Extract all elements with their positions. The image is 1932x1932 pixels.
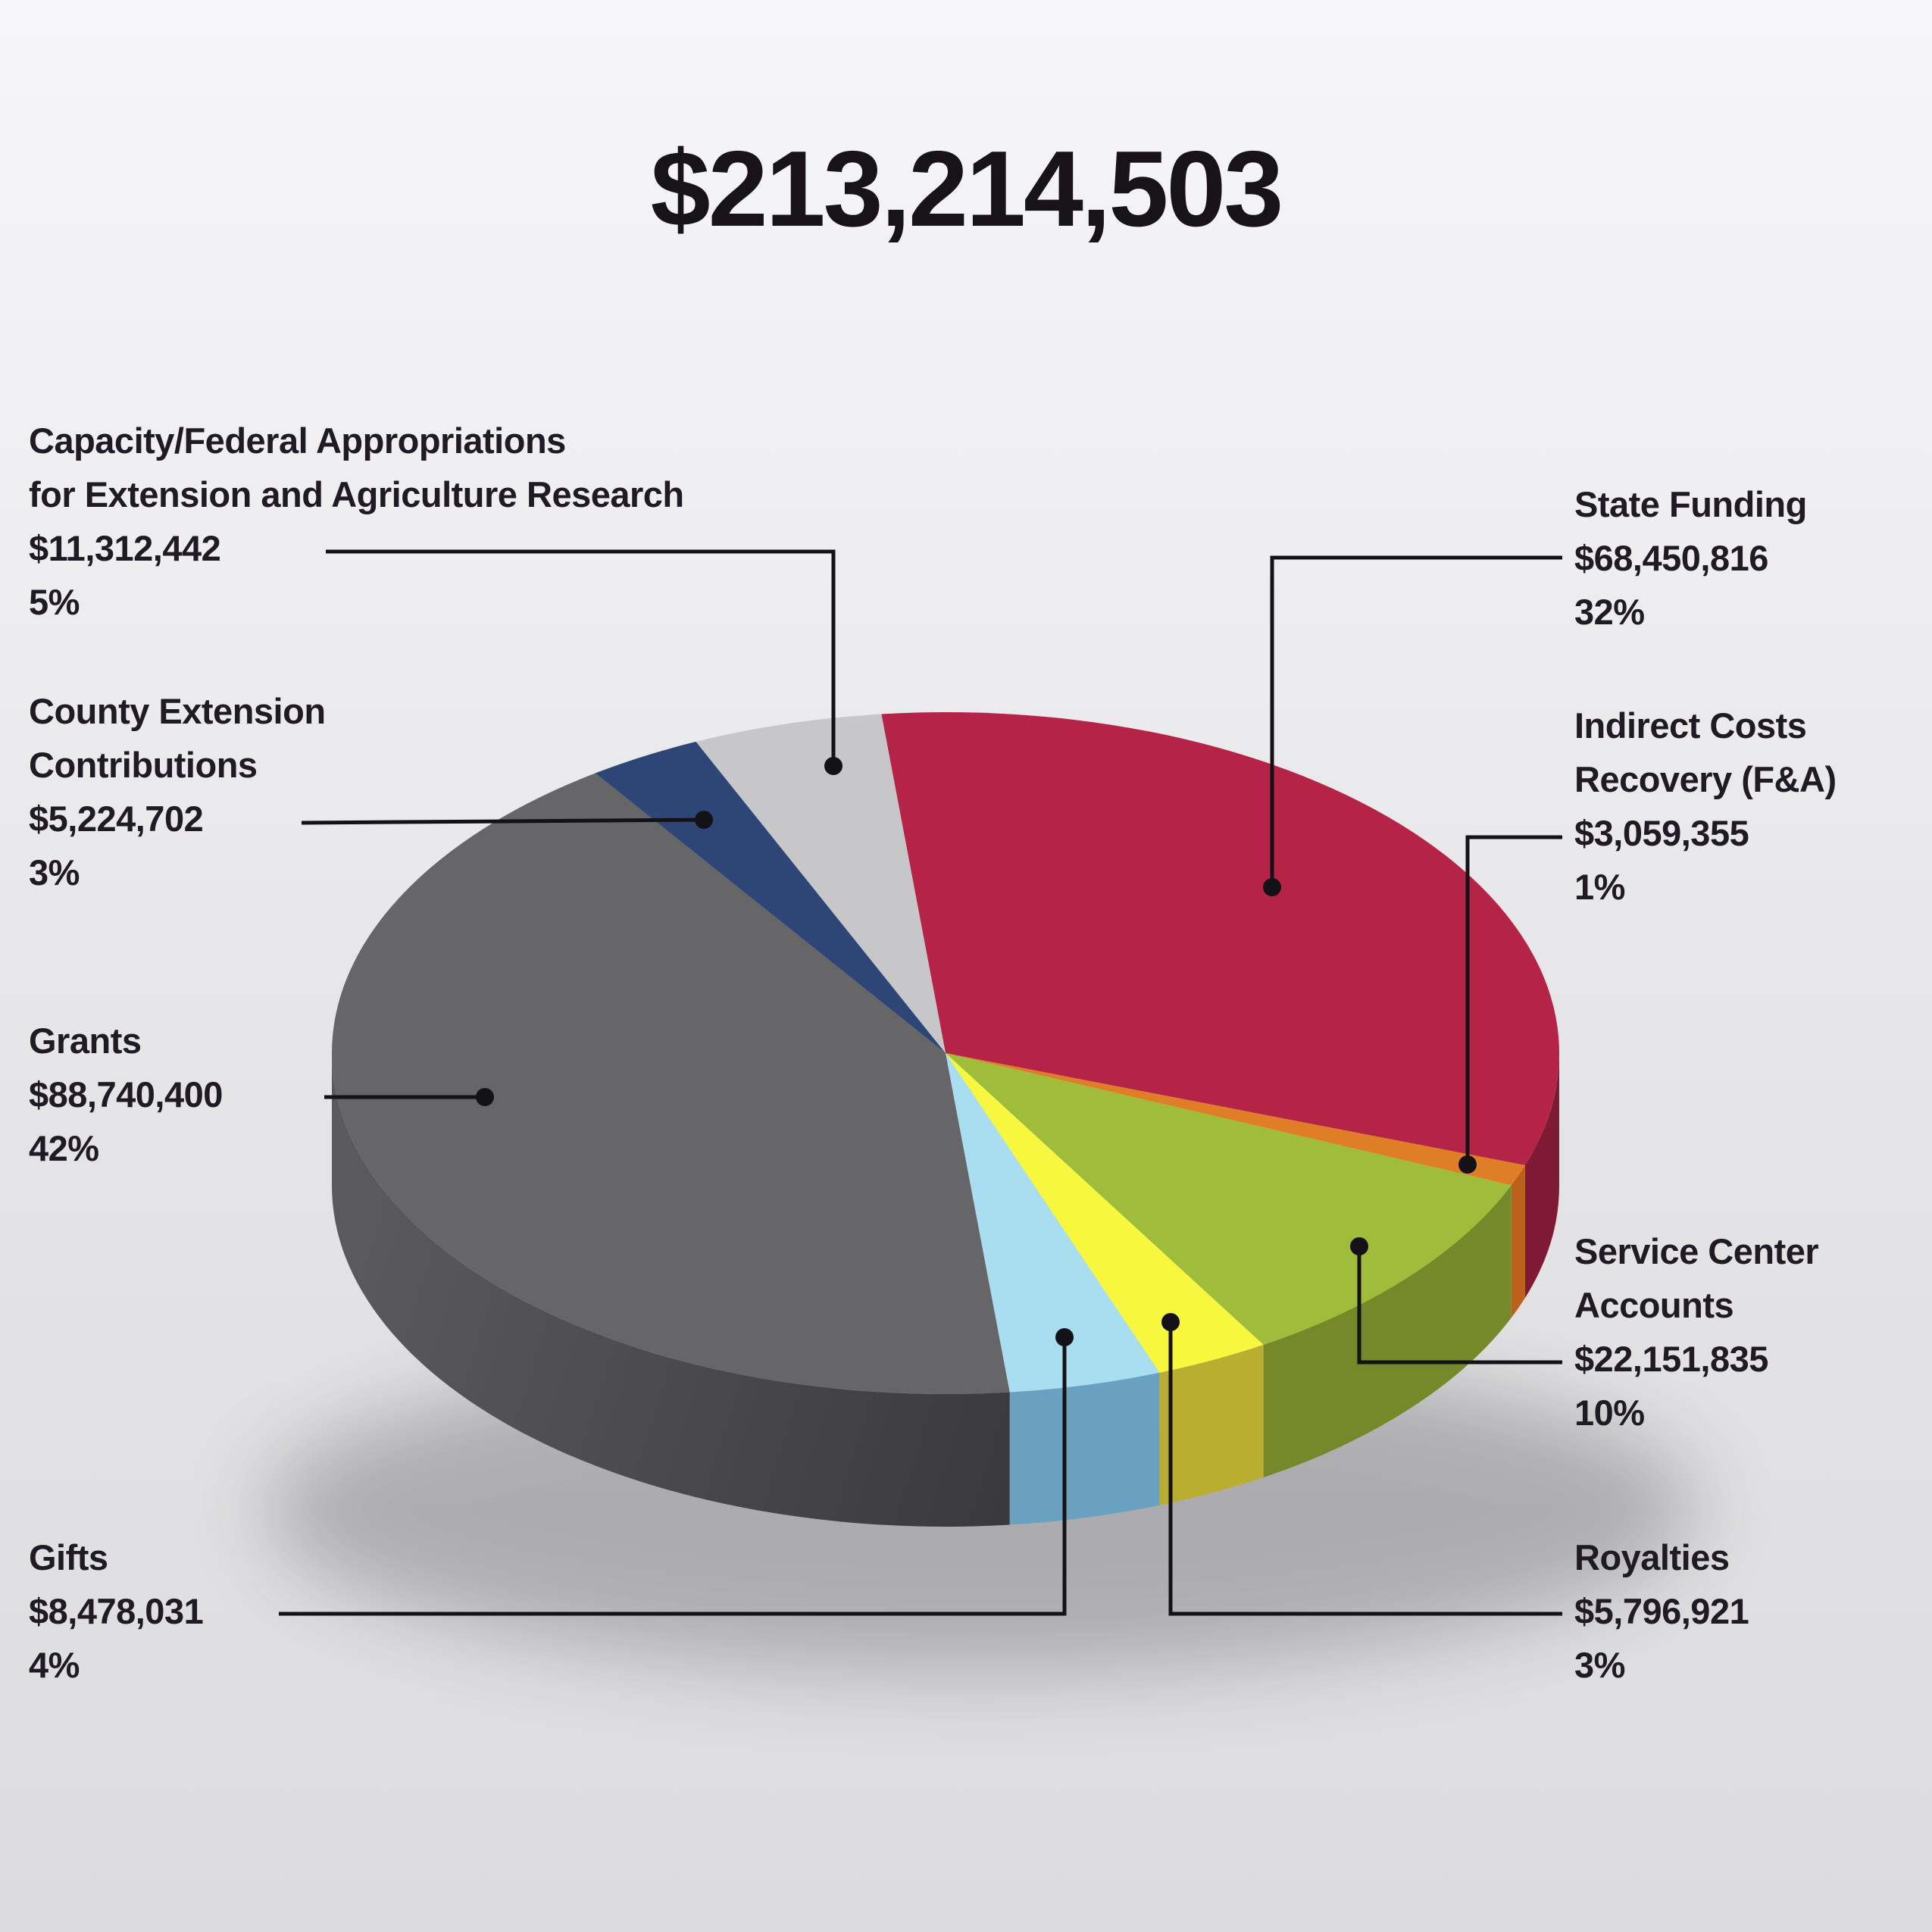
label-royalties-amount: $5,796,921 bbox=[1574, 1591, 1749, 1631]
slice-side-indirect-costs bbox=[1511, 1165, 1525, 1318]
leader-line-county-extension bbox=[301, 818, 705, 825]
label-county-extension: County Extension Contributions $5,224,702 3… bbox=[29, 684, 326, 899]
label-indirect-costs-amount: $3,059,355 bbox=[1574, 813, 1749, 853]
slice-side-royalties bbox=[1159, 1344, 1264, 1505]
label-state-funding-amount: $68,450,816 bbox=[1574, 538, 1768, 578]
leader-dot-royalties bbox=[1161, 1313, 1180, 1331]
label-capacity-federal-name: Capacity/Federal Appropriations bbox=[29, 420, 566, 461]
leader-dot-indirect-costs bbox=[1458, 1155, 1477, 1174]
slice-top-royalties bbox=[946, 1053, 1264, 1373]
label-royalties-percent: 3% bbox=[1574, 1645, 1625, 1685]
label-indirect-costs: Indirect Costs Recovery (F&A) $3,059,355 1% bbox=[1574, 699, 1837, 914]
leader-dot-capacity-federal bbox=[824, 757, 843, 775]
slice-top-service-center bbox=[946, 1053, 1512, 1345]
leader-line-royalties bbox=[1168, 1322, 1562, 1616]
label-capacity-federal-name: for Extension and Agriculture Research bbox=[29, 474, 684, 514]
slice-top-state-funding bbox=[881, 712, 1559, 1165]
slice-top-indirect-costs bbox=[946, 1053, 1525, 1186]
label-grants-amount: $88,740,400 bbox=[29, 1074, 223, 1114]
label-indirect-costs-name: Recovery (F&A) bbox=[1574, 759, 1837, 799]
slice-side-state-funding bbox=[1524, 1053, 1559, 1298]
label-grants-name: Grants bbox=[29, 1021, 142, 1061]
label-royalties-name: Royalties bbox=[1574, 1537, 1730, 1577]
label-indirect-costs-name: Indirect Costs bbox=[1574, 705, 1807, 746]
label-state-funding-name: State Funding bbox=[1574, 484, 1807, 524]
label-county-extension-name: Contributions bbox=[29, 745, 258, 785]
leader-line-capacity-federal bbox=[326, 549, 836, 766]
slice-side-service-center bbox=[1263, 1185, 1512, 1477]
label-state-funding: State Funding $68,450,816 32% bbox=[1574, 477, 1807, 639]
label-capacity-federal-amount: $11,312,442 bbox=[29, 528, 221, 568]
leader-dot-state-funding bbox=[1263, 878, 1281, 896]
label-grants-percent: 42% bbox=[29, 1128, 99, 1168]
label-county-extension-percent: 3% bbox=[29, 852, 80, 893]
label-gifts-name: Gifts bbox=[29, 1537, 108, 1577]
chart-total-title: $213,214,503 bbox=[650, 129, 1284, 249]
label-service-center-name: Accounts bbox=[1574, 1285, 1734, 1325]
label-service-center-percent: 10% bbox=[1574, 1393, 1645, 1433]
label-county-extension-amount: $5,224,702 bbox=[29, 799, 204, 839]
slice-top-grants bbox=[332, 773, 1010, 1394]
leader-line-state-funding bbox=[1270, 555, 1562, 887]
leader-line-gifts bbox=[279, 1337, 1067, 1616]
leader-line-service-center bbox=[1357, 1246, 1562, 1365]
label-county-extension-name: County Extension bbox=[29, 691, 326, 731]
label-capacity-federal: Capacity/Federal Appropriations for Exten… bbox=[29, 414, 684, 629]
leader-dot-county-extension bbox=[695, 811, 713, 829]
slice-side-grants bbox=[332, 1053, 1010, 1527]
label-capacity-federal-percent: 5% bbox=[29, 582, 80, 622]
label-state-funding-percent: 32% bbox=[1574, 592, 1645, 632]
label-gifts-amount: $8,478,031 bbox=[29, 1591, 204, 1631]
label-service-center: Service Center Accounts $22,151,835 10% bbox=[1574, 1224, 1819, 1440]
leader-dot-gifts bbox=[1055, 1328, 1074, 1346]
label-service-center-amount: $22,151,835 bbox=[1574, 1339, 1768, 1379]
slice-side-gifts bbox=[1009, 1372, 1160, 1525]
label-gifts: Gifts $8,478,031 4% bbox=[29, 1530, 204, 1692]
label-grants: Grants $88,740,400 42% bbox=[29, 1014, 223, 1175]
slice-top-gifts bbox=[946, 1053, 1160, 1393]
label-royalties: Royalties $5,796,921 3% bbox=[1574, 1530, 1749, 1692]
leader-dot-service-center bbox=[1350, 1237, 1368, 1255]
label-service-center-name: Service Center bbox=[1574, 1231, 1819, 1271]
label-gifts-percent: 4% bbox=[29, 1645, 80, 1685]
leader-dot-grants bbox=[476, 1088, 494, 1106]
slice-top-capacity-federal bbox=[696, 714, 946, 1053]
leader-line-indirect-costs bbox=[1465, 835, 1562, 1165]
label-indirect-costs-percent: 1% bbox=[1574, 867, 1625, 907]
